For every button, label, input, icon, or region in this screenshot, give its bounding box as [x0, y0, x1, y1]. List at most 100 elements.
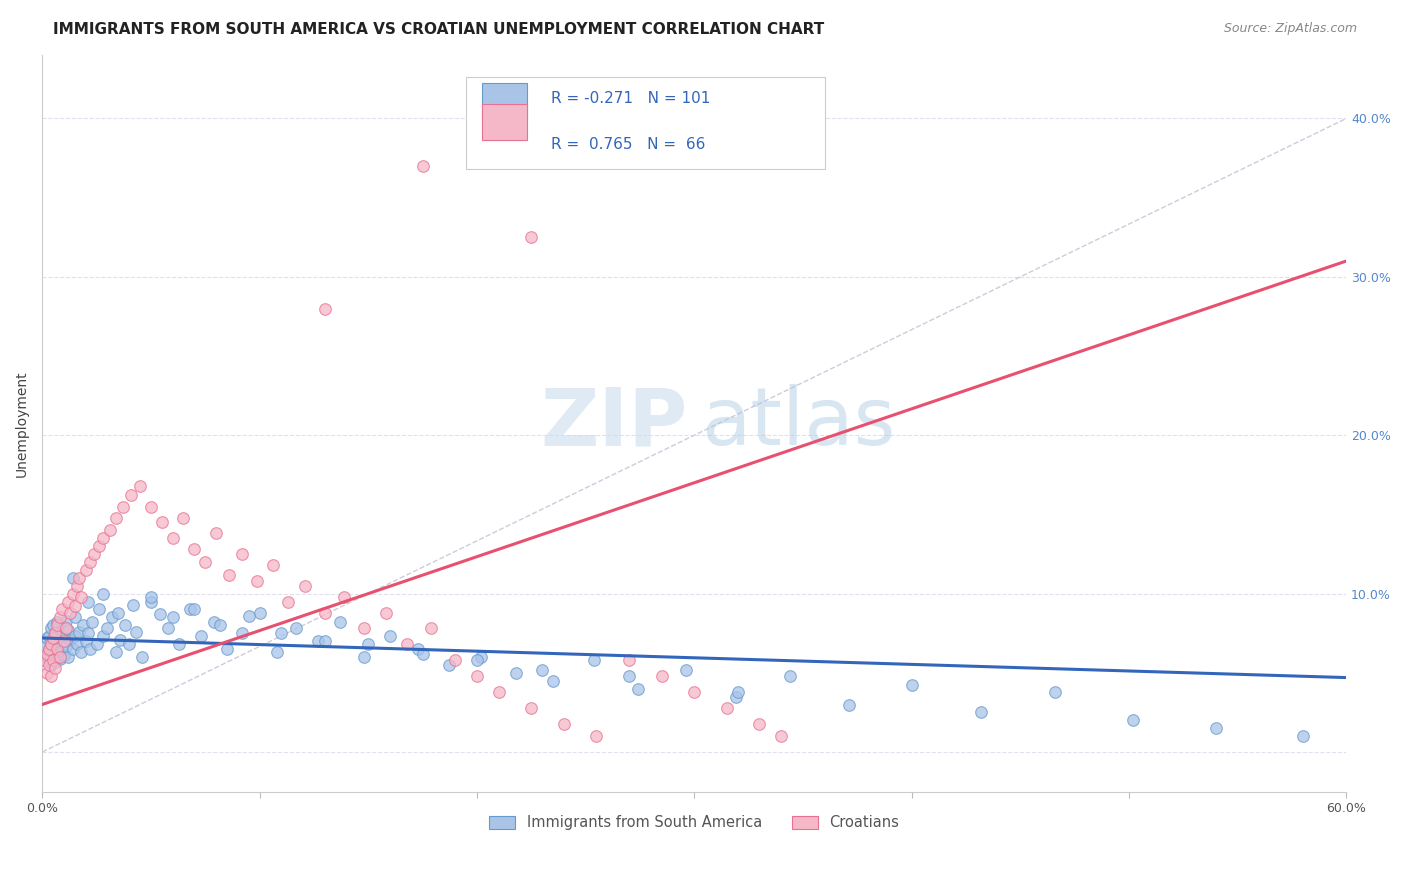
Point	[179, 602, 201, 616]
Point	[86, 637, 108, 651]
Point	[46, 632, 69, 647]
Point	[100, 610, 122, 624]
Point	[353, 622, 375, 636]
Point	[107, 606, 129, 620]
Point	[44, 626, 66, 640]
Point	[139, 594, 162, 608]
Point	[314, 634, 336, 648]
Point	[465, 669, 488, 683]
Point	[162, 610, 184, 624]
Point	[120, 488, 142, 502]
Point	[44, 655, 66, 669]
Point	[48, 610, 70, 624]
Point	[148, 607, 170, 622]
Point	[353, 650, 375, 665]
Point	[118, 637, 141, 651]
Point	[39, 637, 62, 651]
Point	[35, 665, 58, 680]
Point	[285, 622, 308, 636]
Text: IMMIGRANTS FROM SOUTH AMERICA VS CROATIAN UNEMPLOYMENT CORRELATION CHART: IMMIGRANTS FROM SOUTH AMERICA VS CROATIA…	[53, 22, 825, 37]
Point	[62, 571, 84, 585]
Point	[314, 606, 336, 620]
Point	[246, 574, 269, 588]
Point	[202, 615, 225, 629]
Point	[46, 618, 69, 632]
Point	[46, 615, 69, 629]
Point	[215, 642, 238, 657]
Point	[42, 647, 65, 661]
Point	[1122, 714, 1144, 728]
Point	[129, 479, 152, 493]
Point	[270, 626, 292, 640]
Point	[82, 615, 104, 629]
Point	[505, 665, 527, 680]
Point	[55, 614, 77, 628]
Point	[172, 510, 194, 524]
Point	[412, 159, 434, 173]
Point	[34, 653, 56, 667]
Point	[209, 618, 232, 632]
Point	[35, 650, 58, 665]
Point	[266, 645, 288, 659]
Point	[162, 531, 184, 545]
Point	[38, 642, 60, 657]
Point	[79, 642, 101, 657]
Point	[52, 620, 75, 634]
Point	[716, 700, 738, 714]
Point	[114, 618, 136, 632]
Point	[48, 651, 70, 665]
Point	[970, 706, 993, 720]
Point	[683, 685, 706, 699]
Point	[72, 618, 94, 632]
Point	[157, 622, 180, 636]
Point	[62, 642, 84, 657]
Point	[38, 657, 60, 672]
Point	[1205, 721, 1227, 735]
Point	[105, 510, 128, 524]
Point	[55, 622, 77, 636]
Point	[76, 594, 98, 608]
Point	[262, 558, 284, 573]
Point	[412, 647, 434, 661]
Point	[35, 631, 58, 645]
Point	[66, 579, 89, 593]
Point	[900, 678, 922, 692]
Point	[75, 634, 97, 648]
Point	[35, 647, 58, 661]
Point	[396, 637, 419, 651]
Point	[205, 526, 228, 541]
Point	[39, 657, 62, 672]
Point	[307, 634, 329, 648]
Point	[44, 661, 66, 675]
Point	[63, 599, 86, 614]
Point	[110, 632, 132, 647]
Point	[470, 650, 492, 665]
Point	[58, 650, 80, 665]
Point	[617, 653, 640, 667]
FancyBboxPatch shape	[465, 78, 825, 169]
Point	[374, 606, 396, 620]
Point	[42, 631, 65, 645]
Point	[39, 637, 62, 651]
Point	[59, 606, 82, 620]
Point	[48, 650, 70, 665]
Point	[277, 594, 299, 608]
Point	[520, 700, 543, 714]
Point	[675, 663, 697, 677]
Point	[406, 642, 429, 657]
Point	[249, 606, 271, 620]
Point	[357, 637, 380, 651]
Point	[583, 653, 606, 667]
Point	[838, 698, 860, 712]
Point	[39, 622, 62, 636]
Point	[139, 590, 162, 604]
Point	[105, 645, 128, 659]
Point	[79, 555, 101, 569]
Point	[46, 642, 69, 657]
Point	[58, 594, 80, 608]
Point	[378, 629, 401, 643]
Point	[333, 590, 356, 604]
Point	[67, 624, 90, 639]
Point	[437, 657, 460, 672]
FancyBboxPatch shape	[482, 83, 527, 119]
